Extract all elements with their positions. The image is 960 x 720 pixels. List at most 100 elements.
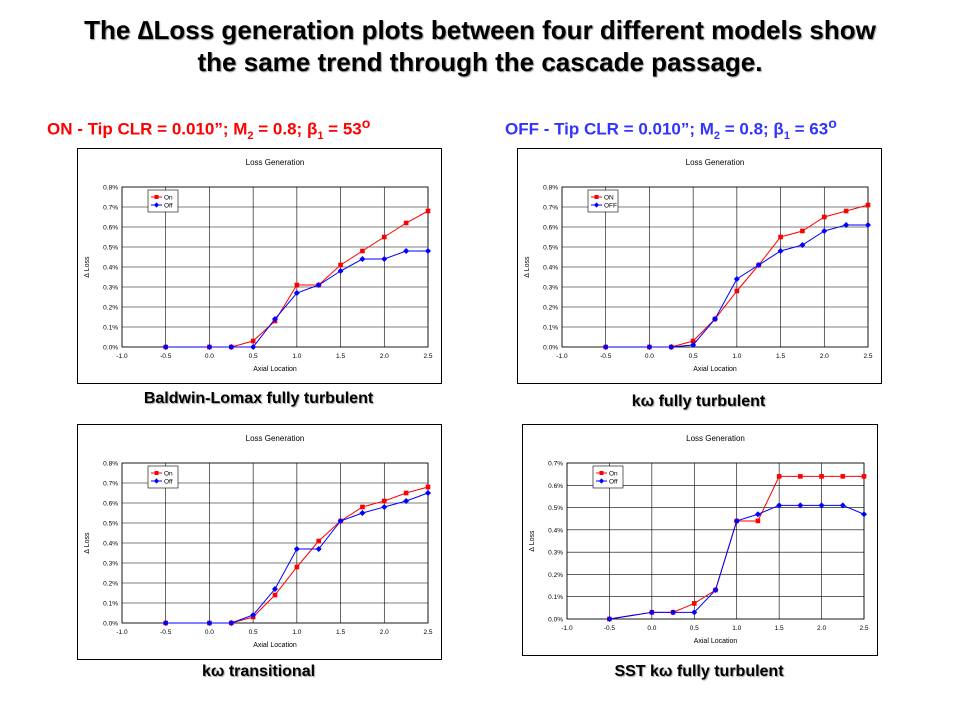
y-tick-label: 0.6% — [103, 225, 118, 232]
y-tick-label: 0.7% — [103, 481, 118, 488]
chart-title: Loss Generation — [246, 158, 305, 167]
subtitle-on-mid: = 0.8; β — [253, 119, 318, 139]
data-point-off — [293, 546, 300, 552]
legend-label: OFF — [604, 202, 617, 209]
x-tick-label: -1.0 — [556, 353, 568, 360]
data-point-off — [754, 511, 761, 518]
data-point-off — [691, 609, 698, 616]
data-point-on — [316, 538, 322, 544]
data-point-off — [381, 256, 388, 262]
subtitle-off-beta-subscript: 1 — [783, 130, 790, 143]
x-axis-label: Axial Location — [693, 366, 737, 373]
x-tick-label: 2.5 — [423, 629, 432, 636]
data-point-off — [818, 502, 825, 509]
data-point-on — [755, 518, 761, 524]
series-line-off — [165, 250, 428, 348]
data-point-off — [206, 620, 213, 626]
y-tick-label: 0.2% — [543, 305, 558, 312]
data-point-off — [272, 316, 278, 322]
data-point-on — [798, 474, 803, 479]
x-tick-label: -1.0 — [116, 353, 128, 360]
data-point-off — [797, 502, 804, 509]
data-point-on — [840, 474, 846, 479]
subtitle-on-degree: o — [361, 116, 371, 132]
page-title-line-1: The ∆Loss generation plots between four … — [84, 15, 876, 45]
series-line-off — [609, 504, 865, 620]
data-point-on — [403, 220, 409, 226]
x-tick-label: 1.5 — [775, 625, 784, 632]
chart-title: Loss Generation — [246, 434, 305, 443]
legend-label: ON — [604, 194, 614, 201]
data-point-off — [162, 620, 169, 626]
legend-box — [147, 465, 179, 489]
x-tick-label: 1.0 — [292, 353, 301, 360]
plot-frame — [121, 186, 429, 348]
y-tick-label: 0.5% — [548, 505, 563, 512]
subtitle-on-prefix: ON - Tip CLR = 0.010”; M — [47, 119, 248, 139]
x-tick-label: -0.5 — [604, 625, 616, 632]
caption-sst-kw-fully-turbulent: SST kω fully turbulent — [614, 663, 784, 680]
data-point-off — [228, 620, 235, 626]
page-title: The ∆Loss generation plots between four … — [0, 14, 960, 78]
data-point-off — [206, 344, 213, 350]
chart-kw-transitional: Loss Generation 0.0% 0.1% 0.2% 0.3% 0.4% 0.5% 0… — [77, 424, 442, 660]
x-tick-label: 2.0 — [380, 353, 389, 360]
x-tick-label: 2.5 — [859, 625, 868, 632]
x-tick-label: 0.5 — [690, 625, 699, 632]
legend-label: Off — [164, 202, 173, 209]
data-point-off — [162, 344, 169, 350]
data-point-off — [839, 502, 846, 509]
subtitle-on-m-subscript: 2 — [247, 130, 254, 143]
data-point-on — [776, 474, 782, 479]
legend-marker-on — [154, 471, 159, 475]
data-point-off — [733, 517, 740, 524]
data-point-off — [755, 262, 762, 268]
x-tick-label: 1.5 — [336, 353, 345, 360]
x-axis-label: Axial Location — [253, 366, 297, 373]
data-point-on — [403, 490, 409, 496]
plot-frame — [566, 462, 865, 620]
chart-svg: Loss Generation 0.0% 0.1% 0.2% 0.3% 0.4% 0.5% 0… — [524, 158, 873, 373]
y-axis-label: ∆ Loss — [84, 256, 91, 278]
legend-box — [147, 189, 179, 213]
data-point-on — [778, 234, 783, 240]
x-tick-label: 2.5 — [863, 353, 872, 360]
chart-sst-kw-fully-turbulent: Loss Generation 0.0% 0.1% 0.2% 0.3% 0.4% 0.5% 0… — [522, 424, 878, 656]
chart-svg: Loss Generation 0.0% 0.1% 0.2% 0.3% 0.4% 0.5% 0… — [529, 434, 869, 645]
y-axis-label: ∆ Loss — [84, 532, 91, 554]
subtitle-off-suffix: = 63 — [789, 119, 829, 139]
y-axis-label: ∆ Loss — [529, 530, 536, 552]
data-point-on — [338, 262, 343, 268]
y-tick-label: 0.0% — [103, 345, 118, 352]
legend-marker-on — [594, 195, 599, 199]
legend-marker-off — [153, 478, 160, 484]
x-tick-label: 1.0 — [292, 629, 301, 636]
legend-label: Off — [609, 478, 618, 485]
data-point-off — [250, 612, 257, 618]
data-point-on — [272, 592, 278, 598]
y-tick-label: 0.4% — [103, 265, 118, 272]
subtitle-off-mid: = 0.8; β — [720, 119, 784, 139]
x-tick-label: 1.0 — [732, 625, 741, 632]
y-tick-label: 0.5% — [543, 245, 558, 252]
data-point-off — [228, 344, 235, 350]
x-tick-label: 0.0 — [205, 353, 214, 360]
chart-baldwin-lomax: Loss Generation 0.0% 0.1% 0.2% 0.3% 0.4% 0.5% 0… — [77, 148, 442, 384]
data-point-off — [337, 518, 344, 524]
y-tick-label: 0.4% — [543, 265, 558, 272]
data-point-off — [293, 290, 300, 296]
legend-label: On — [609, 470, 618, 477]
y-tick-label: 0.0% — [543, 345, 558, 352]
data-point-on — [360, 248, 365, 254]
data-point-off — [315, 546, 322, 552]
data-point-on — [843, 208, 849, 214]
data-point-off — [606, 616, 613, 622]
data-point-off — [668, 344, 675, 350]
data-point-off — [733, 276, 740, 282]
chart-kw-fully-turbulent: Loss Generation 0.0% 0.1% 0.2% 0.3% 0.4% 0.5% 0… — [517, 148, 882, 384]
chart-title: Loss Generation — [686, 434, 745, 443]
data-point-off — [359, 510, 366, 516]
y-tick-label: 0.2% — [548, 572, 563, 579]
y-tick-label: 0.0% — [103, 621, 118, 628]
x-axis-label: Axial Location — [253, 642, 297, 649]
